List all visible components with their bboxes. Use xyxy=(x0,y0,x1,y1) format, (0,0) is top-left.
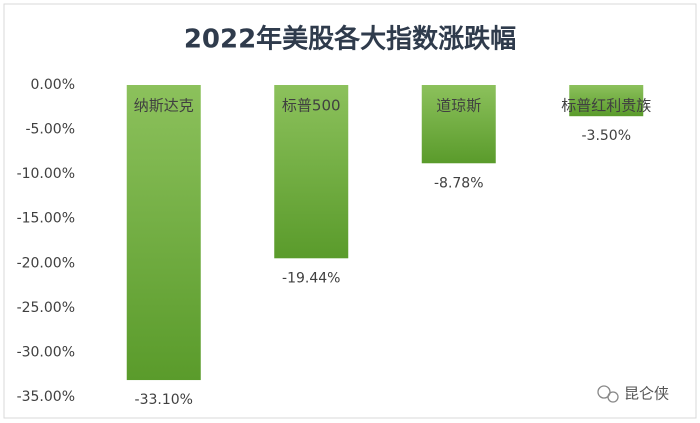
y-tick-label: -30.00% xyxy=(17,344,75,360)
bar xyxy=(126,85,201,381)
chart-border xyxy=(3,3,697,419)
y-tick-label: -35.00% xyxy=(17,389,75,405)
chart-title: 2022年美股各大指数涨跌幅 xyxy=(184,24,516,55)
watermark-text: 昆仑侠 xyxy=(624,385,669,403)
value-label: -8.78% xyxy=(434,175,484,191)
y-tick-label: -10.00% xyxy=(17,166,75,182)
x-tick-label: 标普红利贵族 xyxy=(561,97,651,115)
bar xyxy=(274,85,349,259)
y-tick-label: -15.00% xyxy=(17,211,75,227)
y-tick-label: -5.00% xyxy=(25,122,75,138)
x-tick-label: 道琼斯 xyxy=(436,97,481,115)
value-label: -33.10% xyxy=(135,392,193,408)
watermark: 昆仑侠 xyxy=(597,385,669,403)
value-label: -3.50% xyxy=(581,128,631,144)
bar xyxy=(421,85,496,164)
x-tick-label: 标普500 xyxy=(282,97,341,115)
y-tick-label: 0.00% xyxy=(31,77,75,93)
watermark-icon xyxy=(607,391,619,403)
y-tick-label: -20.00% xyxy=(17,255,75,271)
y-tick-label: -25.00% xyxy=(17,300,75,316)
x-tick-label: 纳斯达克 xyxy=(134,97,194,115)
bar xyxy=(569,85,644,117)
value-label: -19.44% xyxy=(282,270,340,286)
watermark-icon xyxy=(597,385,611,399)
